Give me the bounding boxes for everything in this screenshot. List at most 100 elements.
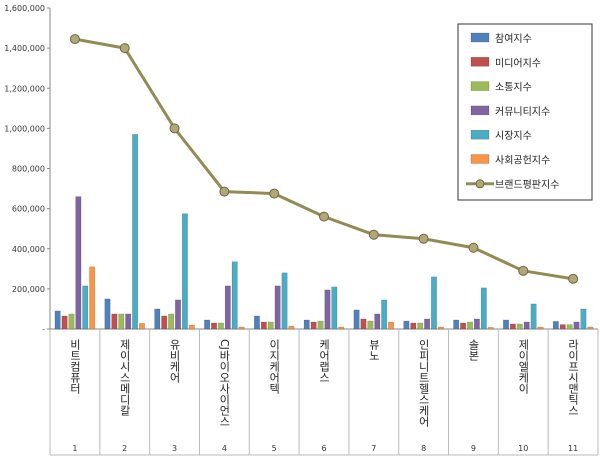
bar	[211, 322, 217, 330]
bar	[467, 321, 473, 330]
bar	[118, 313, 125, 330]
bar	[360, 318, 367, 330]
bar	[260, 321, 267, 330]
bar	[224, 285, 231, 330]
brand-line-point	[269, 188, 280, 199]
legend-swatch	[470, 57, 490, 67]
bar	[338, 326, 345, 330]
bars	[54, 134, 594, 330]
bar	[480, 287, 487, 330]
legend-label: 소통지수	[495, 82, 532, 94]
bar	[75, 196, 82, 330]
bar	[509, 323, 516, 330]
bar	[453, 319, 460, 330]
bar	[587, 326, 594, 330]
rank-label: 1	[72, 444, 77, 453]
bar	[217, 322, 224, 330]
x-axis-labels: 비트컴퓨터 1 제이시스메디칼 2 유비케어 3 CJ바이오사이언스 4 이지케어텍 5 케어랩스 6…	[68, 339, 579, 453]
category-label: 케어랩스	[318, 339, 331, 383]
bar	[417, 322, 424, 330]
rank-label: 6	[321, 444, 326, 453]
rank-label: 11	[568, 444, 578, 453]
legend-label: 사회공헌지수	[495, 155, 550, 167]
bar	[132, 134, 139, 330]
rank-label: 10	[518, 444, 528, 453]
bar	[61, 315, 68, 330]
bar	[331, 286, 338, 330]
bar	[374, 313, 381, 330]
bar	[267, 321, 274, 330]
bar	[175, 299, 181, 330]
y-tick-label: -	[42, 325, 45, 334]
bar	[317, 320, 324, 330]
bar	[188, 324, 195, 330]
bar	[68, 313, 75, 330]
rank-label: 3	[172, 444, 177, 453]
bar	[238, 326, 245, 330]
bar	[274, 285, 281, 330]
bar	[559, 324, 566, 330]
bar	[111, 313, 118, 330]
category-label: 유비케어	[168, 339, 181, 384]
y-tick-label: 800,000	[12, 165, 45, 174]
bar	[537, 326, 544, 330]
bar	[403, 320, 410, 330]
bar	[89, 266, 96, 330]
bar	[154, 308, 161, 330]
category-label: 라이프시맨틱스	[567, 339, 580, 416]
bar	[104, 298, 111, 330]
y-tick-label: 1,600,000	[4, 4, 45, 13]
category-label: 제이시스메디칼	[118, 339, 131, 416]
legend-label: 시장지수	[495, 130, 532, 142]
legend-swatch	[470, 129, 490, 140]
legend-swatch	[470, 81, 490, 91]
bar	[288, 325, 295, 330]
bar	[573, 321, 580, 330]
bar	[253, 315, 260, 330]
legend-label: 브랜드평판지수	[495, 179, 559, 191]
bar	[281, 272, 288, 330]
bar	[523, 321, 530, 330]
bar	[487, 327, 494, 330]
y-tick-label: 200,000	[12, 285, 45, 294]
legend-swatch	[470, 32, 490, 43]
rank-label: 9	[471, 444, 476, 453]
bar	[181, 213, 188, 330]
rank-label: 7	[371, 444, 376, 453]
bar	[125, 313, 132, 330]
bar	[431, 276, 437, 330]
y-tick-label: 1,400,000	[4, 44, 45, 53]
brand-line-point	[219, 186, 230, 197]
brand-line-point	[319, 211, 329, 222]
y-tick-label: 1,000,000	[4, 124, 45, 133]
bar	[324, 289, 331, 330]
category-label: 이지케어텍	[268, 339, 281, 394]
category-label: 인피니트헬스케어	[417, 339, 430, 428]
bar	[353, 309, 360, 330]
bar	[310, 321, 317, 330]
brand-line-point	[368, 229, 379, 240]
bar	[82, 285, 89, 330]
rank-label: 8	[421, 444, 426, 453]
brand-line-point	[119, 43, 130, 54]
bar	[367, 320, 374, 330]
bar	[388, 321, 395, 330]
brand-line-point	[418, 233, 429, 244]
legend-swatch	[470, 154, 490, 164]
legend-swatch-marker	[475, 179, 485, 189]
rank-label: 4	[222, 444, 227, 453]
bar	[552, 321, 559, 330]
legend-label: 커뮤니티지수	[495, 106, 550, 118]
bar	[231, 261, 238, 330]
category-label: 뷰노	[367, 339, 380, 361]
bar	[303, 319, 310, 330]
bar	[410, 322, 417, 330]
bar	[503, 319, 509, 330]
y-axis-ticks: - 200,000 400,000 600,000 800,000 1,000,000 1,…	[4, 4, 50, 334]
brand-line-point	[568, 273, 579, 284]
bar	[381, 299, 388, 330]
bar	[424, 318, 431, 330]
brand-line-point	[468, 242, 479, 253]
bar	[437, 326, 444, 330]
